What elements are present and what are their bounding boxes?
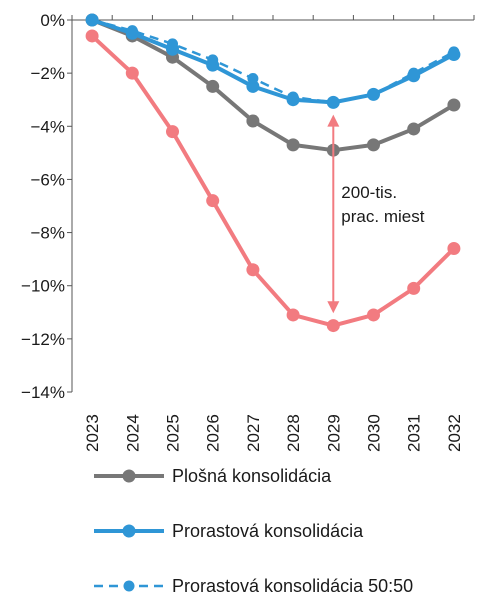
x-tick-label: 2027 [244,414,263,452]
series-point [207,54,219,66]
series-point [125,66,139,80]
annotation-label-line: 200-tis. [341,183,397,202]
series-point [206,194,220,208]
series-point [407,281,421,295]
legend: Plošná konsolidácia Prorastová konsolidác… [94,466,413,596]
series-point [287,91,299,103]
y-tick-label: −8% [31,224,66,243]
series-point [408,67,420,79]
series-point [167,38,178,50]
series-point [368,88,379,100]
series-point [447,242,461,256]
x-tick-label: 2031 [405,414,424,452]
y-tick-label: −2% [31,64,66,83]
legend-swatch-marker [122,469,136,483]
series-point [326,319,340,333]
series-line [90,33,456,328]
series-point [86,14,98,26]
series-point [85,29,99,43]
x-tick-label: 2023 [83,414,102,452]
series-point [246,263,260,277]
y-tick-label: −6% [31,170,66,189]
series-point [286,308,300,322]
x-tick-label: 2030 [365,414,384,452]
series-point [126,25,138,37]
x-tick-label: 2024 [123,414,142,452]
y-tick-label: −4% [31,117,66,136]
legend-swatch-marker [123,580,135,592]
annotation-arrowhead-bottom [327,301,340,314]
series-point [367,138,380,152]
series-line [91,18,455,104]
legend-label: Plošná konsolidácia [172,466,332,486]
x-tick-label: 2029 [324,414,343,452]
series-point [246,79,260,93]
y-tick-label: 0% [40,11,65,30]
series-point [327,96,339,108]
x-tick-label: 2026 [204,414,223,452]
series-point [246,114,260,128]
series-point [367,308,380,322]
legend-label: Prorastová konsolidácia [172,521,364,541]
series-point [166,125,179,139]
series-point [247,72,259,84]
annotation-arrowhead-top [327,114,340,127]
x-tick-label: 2032 [445,414,464,452]
legend-label: Prorastová konsolidácia 50:50 [172,576,413,596]
y-tick-label: −14% [21,383,65,402]
chart-axes: 0% −2% −4% −6% −8% −10% −12% −14% 2023 2024 2025 20… [21,11,475,452]
series-layer [85,13,461,333]
series-point [407,122,421,136]
series-line [90,18,456,105]
annotation: 200-tis. prac. miest [327,114,425,314]
series-point [448,46,460,58]
y-tick-label: −10% [21,277,65,296]
series-point [206,79,220,93]
series-line [90,18,456,153]
legend-swatch-marker [122,524,136,538]
series-point [286,138,300,152]
y-tick-label: −12% [21,330,65,349]
x-tick-label: 2025 [164,414,183,452]
series-point [447,98,461,112]
x-tick-label: 2028 [284,414,303,452]
annotation-label-line: prac. miest [341,207,424,226]
